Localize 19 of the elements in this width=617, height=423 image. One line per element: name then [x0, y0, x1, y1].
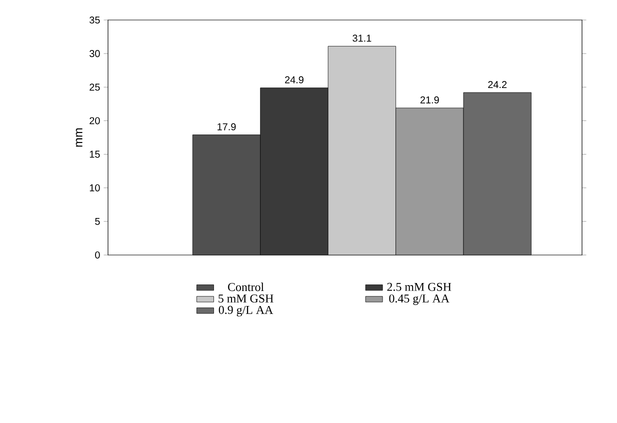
y-tick-label: 20 [90, 117, 100, 124]
legend-label: 0.45 g/L AA [389, 294, 450, 305]
legend-label: Control [228, 282, 264, 292]
y-tick-label: 25 [90, 84, 100, 91]
legend-label: 0.9 g/L AA [218, 306, 274, 316]
y-tick-label: 0 [95, 251, 100, 259]
data-label: 21.9 [420, 96, 439, 104]
data-label: 24.9 [285, 76, 304, 84]
legend-label: 2.5 mM GSH [387, 282, 452, 291]
data-label: 24.2 [488, 81, 507, 88]
legend-label: 5 mM GSH [218, 294, 274, 303]
y-tick-label: 35 [90, 16, 100, 24]
y-tick-label: 15 [90, 150, 100, 158]
y-tick-label: 30 [90, 50, 100, 58]
y-tick-label: 5 [95, 218, 100, 225]
y-axis-title: mm [76, 128, 82, 147]
y-tick-label: 10 [90, 184, 100, 192]
data-label: 31.1 [352, 34, 372, 42]
data-label: 17.9 [218, 123, 236, 130]
